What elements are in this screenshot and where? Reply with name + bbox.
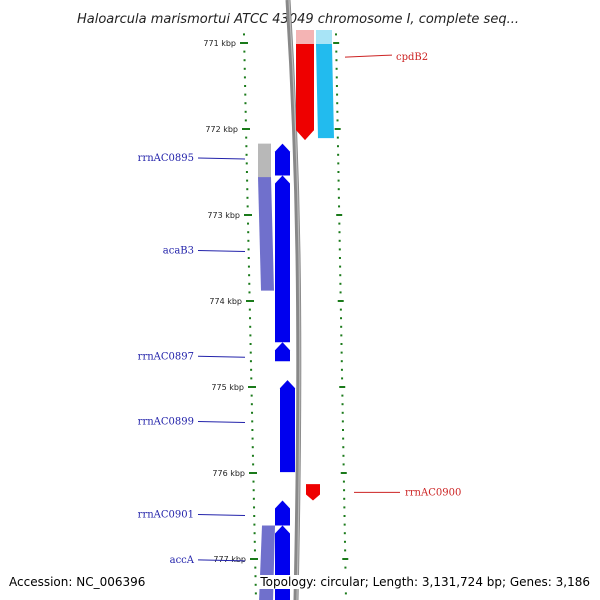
label-leader — [197, 514, 246, 517]
gene-label-rrnAC0900[interactable]: rrnAC0900 — [405, 487, 461, 498]
cyan-feature — [316, 44, 334, 139]
gene-labels: cpdB2 rrnAC0895 acaB3 rrnAC0897 rrnAC0899 rrn… — [138, 52, 462, 566]
gene-rrnAC0901-arrow[interactable] — [275, 500, 290, 526]
tick-label: 775 kbp — [211, 383, 244, 392]
accession-text: Accession: NC_006396 — [7, 575, 148, 589]
gene-rrnAC0899-arrow[interactable] — [280, 380, 295, 473]
gene-rrnAC0900-arrow[interactable] — [306, 484, 320, 501]
gene-rrnAC0897-arrow[interactable] — [275, 342, 290, 362]
gene-label-rrnAC0897[interactable]: rrnAC0897 — [138, 351, 194, 362]
gene-label-rrnAC0899[interactable]: rrnAC0899 — [138, 417, 194, 428]
faded-feature-gray — [258, 143, 271, 178]
label-leader — [197, 250, 246, 253]
cyan-feature-faded — [316, 30, 332, 44]
label-leader — [197, 355, 246, 358]
scale-ticks: 771 kbp 772 kbp 773 kbp 774 kbp 775 kbp 776 k… — [203, 33, 349, 595]
topology-text: Topology: circular; Length: 3,131,724 bp… — [258, 575, 592, 589]
gene-label-cpdB2[interactable]: cpdB2 — [396, 52, 428, 63]
tick-label: 776 kbp — [212, 469, 245, 478]
faded-feature-purple — [258, 177, 274, 291]
map-title: Haloarcula marismortui ATCC 43049 chromo… — [77, 12, 519, 27]
gene-acaB3-arrow[interactable] — [275, 175, 290, 343]
gene-cpdB2-arrow[interactable] — [296, 44, 314, 141]
gene-cpdB2-faded — [296, 30, 314, 44]
tick-label: 771 kbp — [203, 39, 236, 48]
label-leader — [197, 559, 246, 562]
gene-label-acaB3[interactable]: acaB3 — [163, 246, 194, 257]
gene-label-accA[interactable]: accA — [170, 555, 195, 566]
tick-label: 772 kbp — [205, 125, 238, 134]
tick-label: 773 kbp — [207, 211, 240, 220]
gene-label-rrnAC0895[interactable]: rrnAC0895 — [138, 153, 194, 164]
tick-label: 774 kbp — [209, 297, 242, 306]
gene-rrnAC0895-arrow[interactable] — [275, 143, 290, 176]
label-leader — [344, 54, 393, 58]
gene-label-rrnAC0901[interactable]: rrnAC0901 — [138, 510, 194, 521]
label-leader — [197, 157, 246, 160]
gene-features — [258, 30, 334, 600]
chromosome-backbone — [285, 0, 302, 600]
tick-label: 777 kbp — [213, 555, 246, 564]
label-leader — [197, 421, 246, 424]
